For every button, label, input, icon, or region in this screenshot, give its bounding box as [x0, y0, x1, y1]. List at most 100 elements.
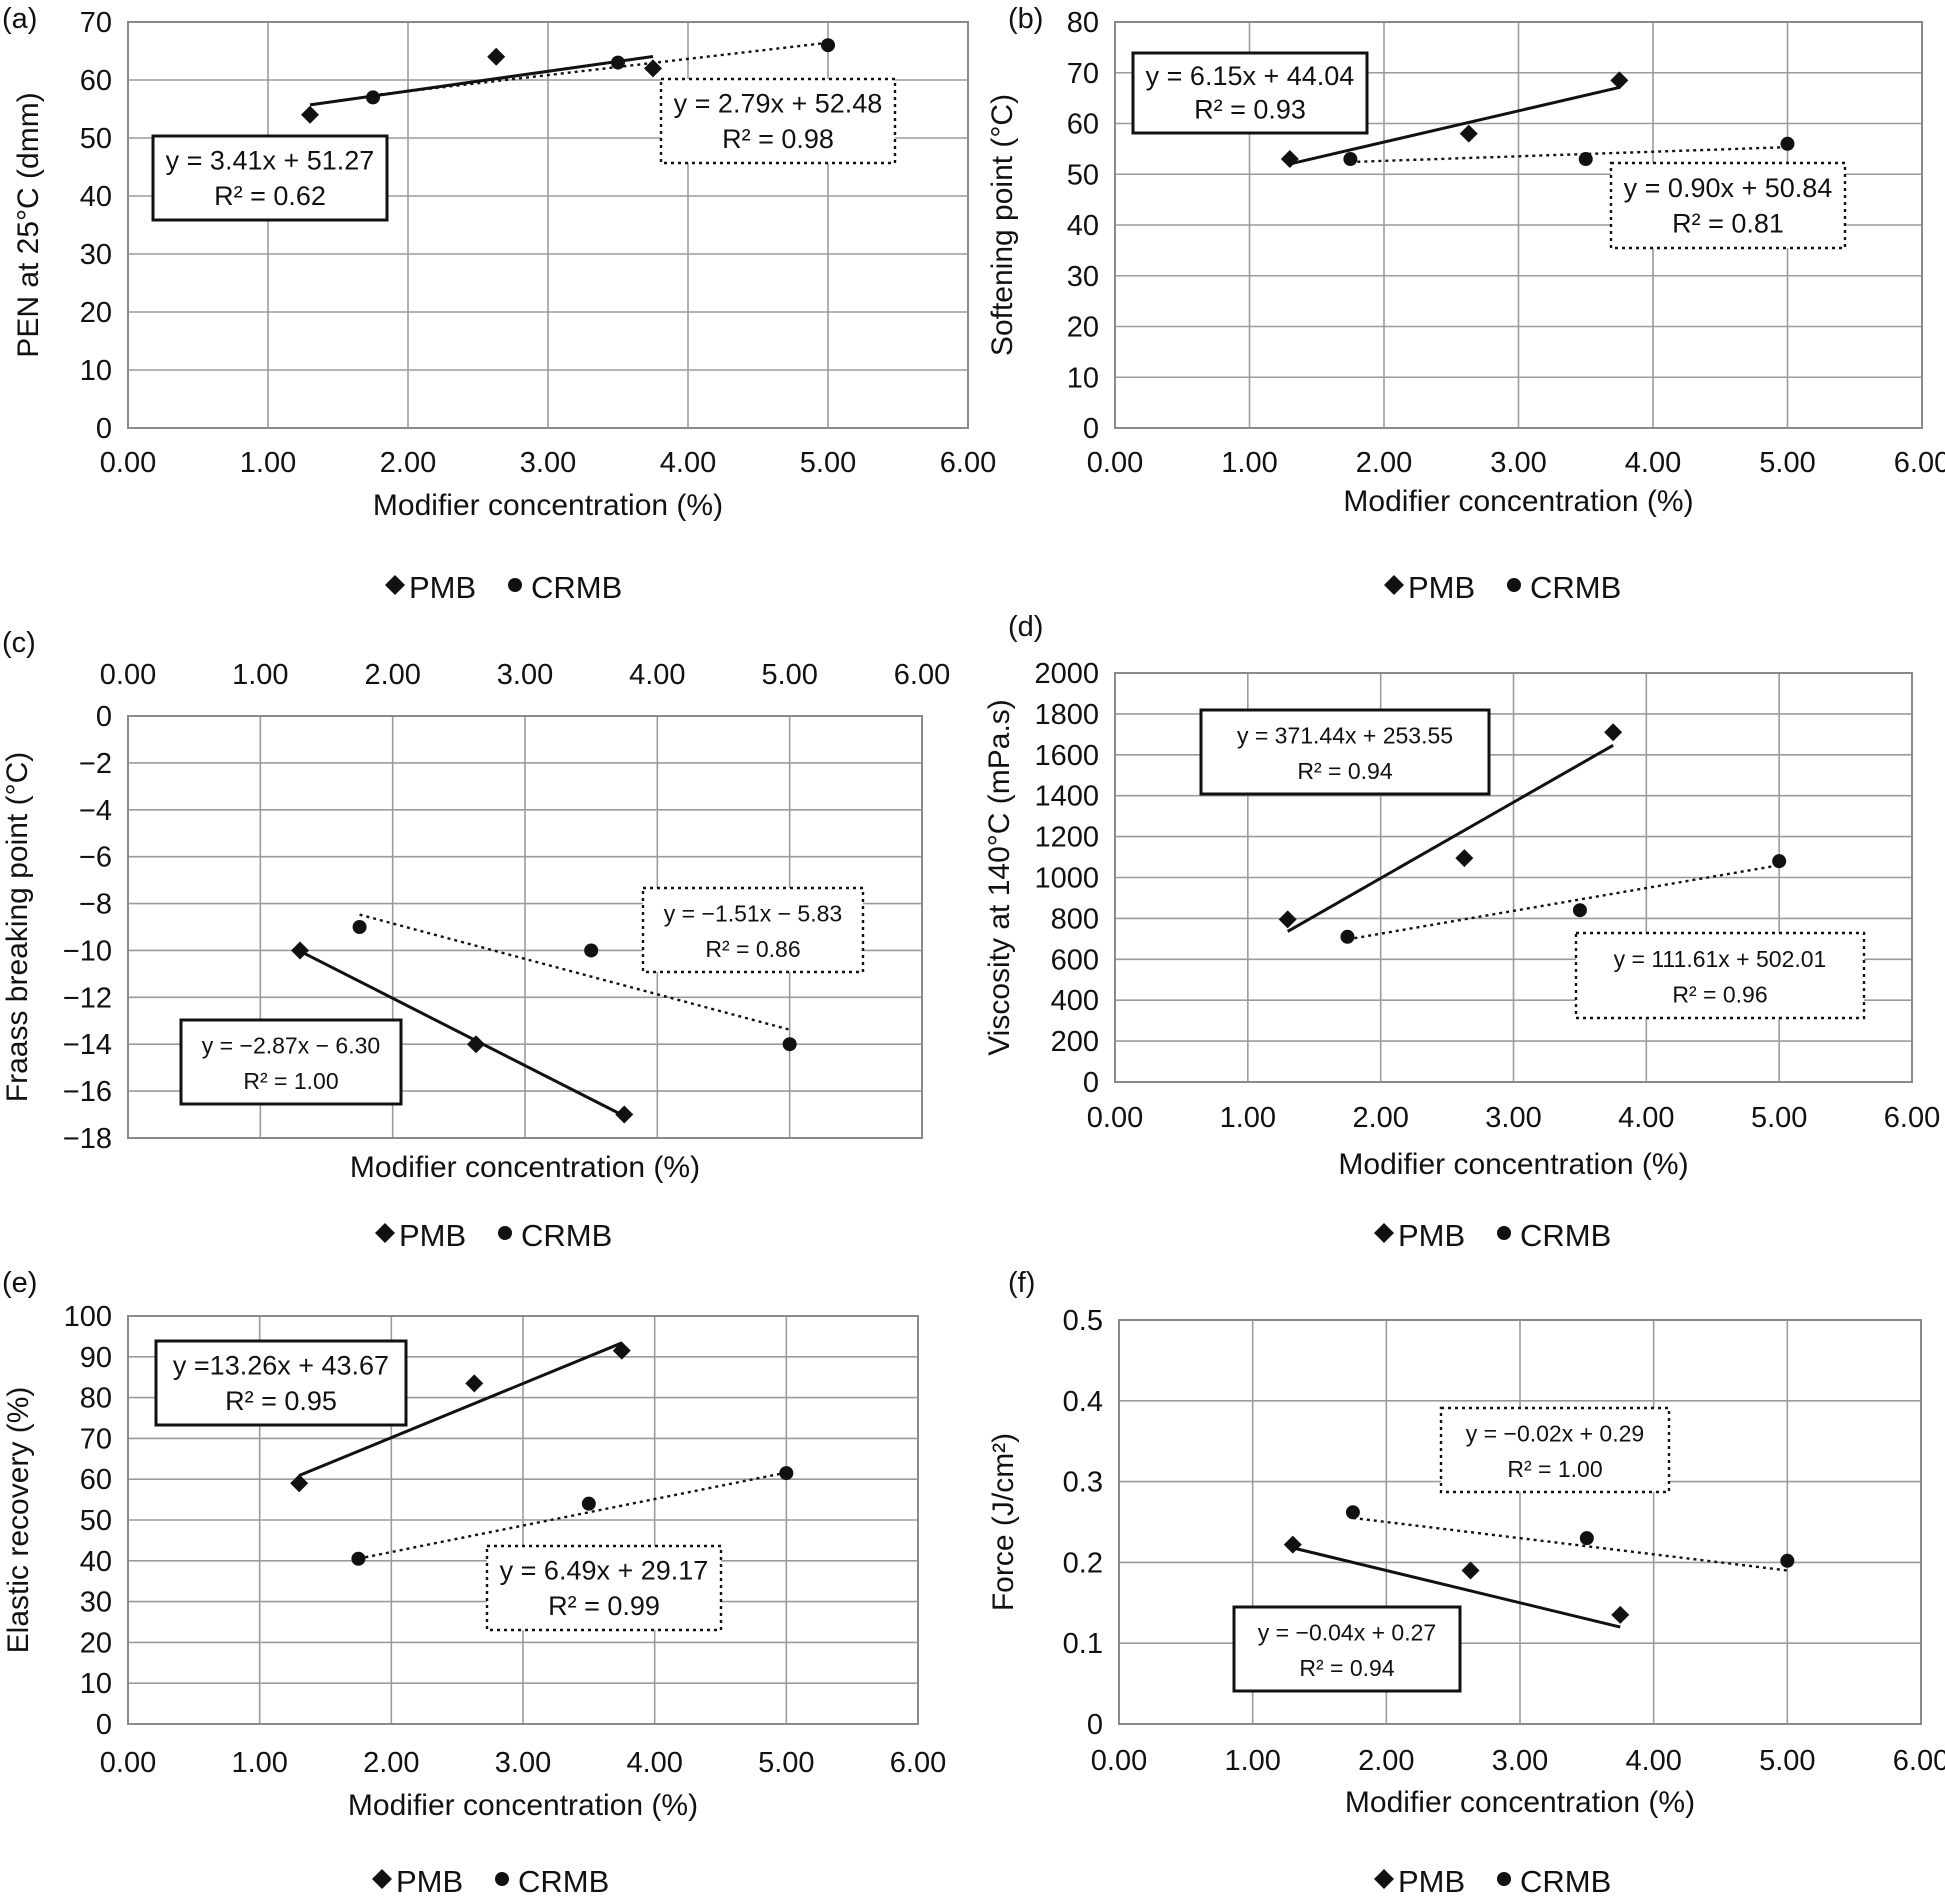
x-axis-label: Modifier concentration (%): [1338, 1148, 1688, 1181]
trend-r-squared: R² = 0.96: [1672, 982, 1767, 1008]
y-tick-label: 2000: [1034, 658, 1099, 690]
legend-crmb-label: CRMB: [518, 1864, 609, 1899]
x-axis-label: Modifier concentration (%): [373, 489, 723, 522]
y-tick-label: 40: [80, 1546, 112, 1578]
y-tick-label: −10: [63, 935, 112, 967]
y-tick-label: 400: [1051, 985, 1099, 1017]
y-tick-label: −14: [63, 1029, 112, 1061]
y-tick-label: 30: [80, 239, 112, 271]
crmb-equation-box: [641, 886, 865, 974]
y-tick-label: 50: [80, 123, 112, 155]
trend-r-squared: R² = 0.95: [225, 1386, 337, 1416]
crmb-data-point: [821, 38, 835, 53]
pmb-data-point: [1461, 1561, 1480, 1580]
pmb-data-point: [465, 1374, 484, 1393]
pmb-data-point: [615, 1105, 634, 1124]
trend-r-squared: R² = 0.94: [1297, 758, 1392, 784]
legend-crmb-marker: [498, 1226, 512, 1240]
trend-r-squared: R² = 0.98: [722, 124, 834, 154]
x-tick-label: 1.00: [1221, 447, 1277, 479]
x-tick-label: 5.00: [1751, 1102, 1807, 1134]
trend-equation: y = 6.49x + 29.17: [500, 1556, 709, 1586]
x-tick-label: 2.00: [363, 1747, 419, 1779]
x-tick-label: 1.00: [232, 659, 288, 691]
legend-crmb-label: CRMB: [521, 1218, 612, 1253]
x-axis-label: Modifier concentration (%): [1343, 485, 1693, 518]
y-axis-label: Softening point (°C): [986, 94, 1019, 356]
x-tick-label: 5.00: [800, 447, 856, 479]
y-tick-label: 0.3: [1063, 1467, 1103, 1499]
trend-equation: y = −0.02x + 0.29: [1466, 1421, 1644, 1447]
crmb-data-point: [1572, 903, 1587, 918]
x-tick-label: 2.00: [1356, 447, 1412, 479]
pmb-data-point: [291, 941, 310, 960]
trend-r-squared: R² = 1.00: [1507, 1456, 1602, 1482]
trend-r-squared: R² = 0.62: [214, 181, 326, 211]
x-tick-label: 4.00: [1618, 1102, 1674, 1134]
legend: PMB CRMB: [1374, 1218, 1611, 1253]
crmb-data-point: [1780, 1553, 1795, 1568]
legend-crmb-label: CRMB: [531, 570, 622, 605]
legend-pmb-label: PMB: [1398, 1864, 1465, 1899]
legend-pmb-marker: [375, 1223, 395, 1243]
y-tick-label: 20: [80, 1627, 112, 1659]
pmb-equation-box: [1199, 708, 1491, 796]
x-tick-label: 5.00: [1759, 447, 1815, 479]
trend-equation: y = −2.87x − 6.30: [202, 1033, 380, 1059]
y-tick-label: 40: [1067, 210, 1099, 242]
trend-equation: y = 0.90x + 50.84: [1624, 173, 1833, 203]
pmb-trendline: [1289, 85, 1620, 166]
trend-r-squared: R² = 0.94: [1299, 1655, 1394, 1681]
trend-r-squared: R² = 0.99: [548, 1591, 660, 1621]
x-tick-label: 6.00: [1894, 447, 1945, 479]
y-tick-label: 1200: [1034, 822, 1099, 854]
x-tick-label: 0.00: [100, 447, 156, 479]
y-tick-label: 60: [80, 65, 112, 97]
pmb-trendline: [299, 949, 625, 1118]
panel-label: (a): [2, 3, 37, 35]
legend-pmb-marker: [1374, 1869, 1394, 1889]
x-tick-label: 5.00: [758, 1747, 814, 1779]
y-tick-label: 10: [1067, 362, 1099, 394]
x-tick-label: 2.00: [1352, 1102, 1408, 1134]
crmb-data-point: [1780, 136, 1795, 151]
y-tick-label: 10: [80, 1668, 112, 1700]
legend-crmb-marker: [1497, 1226, 1511, 1240]
crmb-data-point: [584, 943, 599, 958]
crmb-trendline: [1352, 1516, 1788, 1572]
y-tick-label: 20: [80, 297, 112, 329]
legend-pmb-label: PMB: [399, 1218, 466, 1253]
y-tick-label: 1800: [1034, 699, 1099, 731]
crmb-data-point: [366, 90, 380, 105]
chart-panel-a: (a) 0.00 1.00 2.00 3.00 4.00 5.00 6.00 0 10 20 30 40…: [2, 3, 996, 605]
pmb-data-point: [301, 105, 319, 124]
crmb-data-point: [782, 1037, 797, 1052]
legend-crmb-marker: [1497, 1872, 1511, 1886]
x-tick-label: 1.00: [240, 447, 296, 479]
legend-pmb-marker: [1384, 575, 1404, 595]
legend-pmb-label: PMB: [396, 1864, 463, 1899]
x-tick-label: 3.00: [1492, 1745, 1548, 1777]
y-tick-label: 0.2: [1063, 1547, 1103, 1579]
x-tick-label: 6.00: [1893, 1745, 1945, 1777]
y-tick-label: −12: [63, 982, 112, 1014]
x-tick-label: 0.00: [100, 659, 156, 691]
panel-label: (c): [2, 627, 36, 659]
y-tick-label: 0.5: [1063, 1305, 1103, 1337]
pmb-trendline: [298, 1341, 623, 1477]
x-tick-label: 0.00: [1091, 1745, 1147, 1777]
chart-panel-f: (f) 0.00 1.00 2.00 3.00 4.00 5.00 6.00 0 0.1 0.2 0.…: [987, 1267, 1945, 1899]
y-tick-label: 30: [80, 1587, 112, 1619]
x-tick-label: 5.00: [1759, 1745, 1815, 1777]
pmb-equation-box: [154, 1339, 408, 1427]
y-axis-label: PEN at 25°C (dmm): [12, 92, 45, 357]
y-tick-label: 100: [64, 1301, 112, 1333]
legend-pmb-label: PMB: [1398, 1218, 1465, 1253]
y-axis-label: Elastic recovery (%): [2, 1387, 35, 1654]
pmb-equation-box: [151, 134, 389, 222]
panel-label: (f): [1008, 1267, 1035, 1299]
pmb-data-point: [1604, 723, 1623, 742]
plot-frame: [1114, 21, 1923, 429]
y-axis-label: Fraass breaking point (°C): [1, 752, 34, 1102]
trend-equation: y = 371.44x + 253.55: [1237, 723, 1453, 749]
